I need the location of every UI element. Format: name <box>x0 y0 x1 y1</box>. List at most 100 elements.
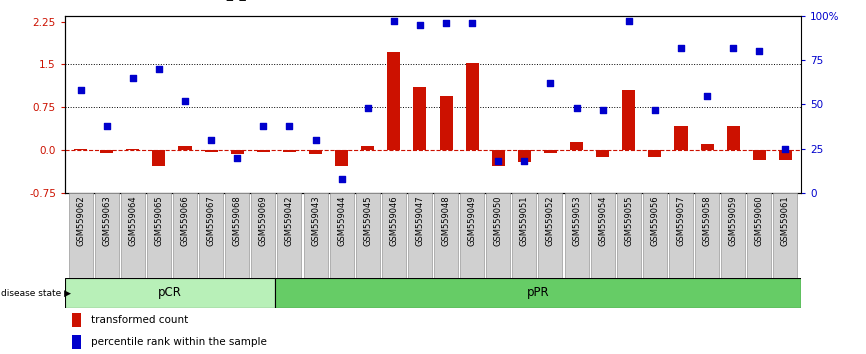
Point <box>622 18 636 24</box>
Point <box>648 107 662 113</box>
FancyBboxPatch shape <box>251 193 275 278</box>
Text: GSM559065: GSM559065 <box>154 195 164 246</box>
FancyBboxPatch shape <box>721 193 745 278</box>
Bar <box>100 150 113 153</box>
Point <box>413 22 427 28</box>
Point <box>465 20 479 26</box>
Point <box>544 80 558 86</box>
Bar <box>779 150 792 160</box>
Bar <box>126 149 139 150</box>
FancyBboxPatch shape <box>513 193 536 278</box>
Point <box>100 123 113 129</box>
Point <box>517 158 531 164</box>
Text: GSM559062: GSM559062 <box>76 195 85 246</box>
Text: GSM559050: GSM559050 <box>494 195 503 246</box>
Text: GSM559051: GSM559051 <box>520 195 529 246</box>
Point <box>387 18 401 24</box>
FancyBboxPatch shape <box>330 193 353 278</box>
Text: percentile rank within the sample: percentile rank within the sample <box>91 337 267 347</box>
Text: GSM559057: GSM559057 <box>676 195 686 246</box>
FancyBboxPatch shape <box>539 193 563 278</box>
FancyBboxPatch shape <box>408 193 432 278</box>
Text: GSM559064: GSM559064 <box>128 195 138 246</box>
FancyBboxPatch shape <box>68 193 93 278</box>
FancyBboxPatch shape <box>199 193 223 278</box>
Point <box>700 93 714 98</box>
FancyBboxPatch shape <box>94 193 119 278</box>
Text: pPR: pPR <box>527 286 549 299</box>
Text: GSM559055: GSM559055 <box>624 195 633 246</box>
Text: disease state ▶: disease state ▶ <box>1 289 71 297</box>
Text: GSM559045: GSM559045 <box>363 195 372 246</box>
Bar <box>518 150 531 162</box>
Text: GSM559042: GSM559042 <box>285 195 294 246</box>
Text: GSM559056: GSM559056 <box>650 195 659 246</box>
Bar <box>544 150 557 153</box>
Bar <box>413 87 426 150</box>
FancyBboxPatch shape <box>225 193 249 278</box>
Bar <box>74 149 87 150</box>
FancyBboxPatch shape <box>277 193 301 278</box>
Text: GSM559054: GSM559054 <box>598 195 607 246</box>
Bar <box>283 150 296 152</box>
Bar <box>675 126 688 150</box>
Point <box>570 105 584 111</box>
FancyBboxPatch shape <box>121 193 145 278</box>
Text: GSM559049: GSM559049 <box>468 195 476 246</box>
Bar <box>73 335 81 349</box>
Text: GSM559047: GSM559047 <box>416 195 424 246</box>
Point <box>152 66 166 72</box>
FancyBboxPatch shape <box>747 193 772 278</box>
Point <box>230 155 244 160</box>
Bar <box>361 145 374 150</box>
Text: GSM559063: GSM559063 <box>102 195 111 246</box>
Bar <box>649 150 662 157</box>
Text: GSM559052: GSM559052 <box>546 195 555 246</box>
Point <box>335 176 349 182</box>
Point <box>178 98 192 104</box>
Bar <box>387 52 400 150</box>
Text: GSM559061: GSM559061 <box>781 195 790 246</box>
Point <box>361 105 375 111</box>
FancyBboxPatch shape <box>695 193 719 278</box>
Bar <box>309 150 322 154</box>
Bar <box>204 150 217 152</box>
Text: GSM559044: GSM559044 <box>337 195 346 246</box>
Point <box>753 48 766 54</box>
FancyBboxPatch shape <box>303 193 327 278</box>
FancyBboxPatch shape <box>669 193 693 278</box>
Bar <box>623 90 636 150</box>
Text: GSM559043: GSM559043 <box>311 195 320 246</box>
FancyBboxPatch shape <box>434 193 458 278</box>
Text: GSM559067: GSM559067 <box>207 195 216 246</box>
Bar <box>178 145 191 150</box>
Point <box>674 45 688 51</box>
Bar <box>596 150 609 157</box>
FancyBboxPatch shape <box>356 193 380 278</box>
Point <box>126 75 139 81</box>
Bar <box>275 278 801 308</box>
Point <box>308 137 322 143</box>
Text: GSM559053: GSM559053 <box>572 195 581 246</box>
Point <box>204 137 218 143</box>
Text: GSM559059: GSM559059 <box>728 195 738 246</box>
Text: GSM559069: GSM559069 <box>259 195 268 246</box>
Point <box>439 20 453 26</box>
Bar <box>466 63 479 150</box>
FancyBboxPatch shape <box>382 193 406 278</box>
Point <box>779 146 792 152</box>
Text: GSM559048: GSM559048 <box>442 195 450 246</box>
Bar <box>65 278 275 308</box>
Bar <box>570 142 583 150</box>
Bar <box>230 150 243 154</box>
Text: GSM559068: GSM559068 <box>233 195 242 246</box>
Bar <box>152 150 165 166</box>
Bar <box>335 150 348 166</box>
Point <box>491 158 505 164</box>
FancyBboxPatch shape <box>643 193 667 278</box>
Bar <box>73 313 81 327</box>
FancyBboxPatch shape <box>565 193 589 278</box>
Bar <box>701 144 714 150</box>
Bar <box>257 150 270 152</box>
Point <box>282 123 296 129</box>
